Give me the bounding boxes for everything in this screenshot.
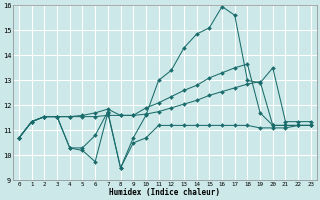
X-axis label: Humidex (Indice chaleur): Humidex (Indice chaleur): [109, 188, 220, 197]
